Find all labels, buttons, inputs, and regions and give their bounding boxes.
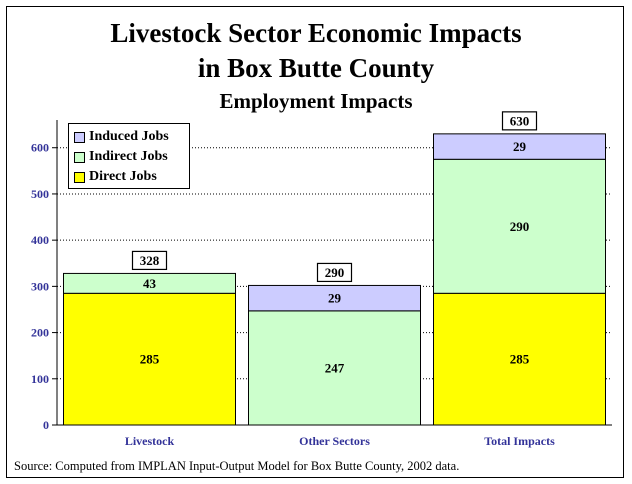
segment-label-2-0: 285 bbox=[510, 352, 530, 367]
legend-swatch-direct bbox=[74, 172, 85, 183]
legend-item-indirect: Indirect Jobs bbox=[74, 147, 189, 167]
legend-swatch-indirect bbox=[74, 152, 85, 163]
x-tick-label-0: Livestock bbox=[125, 434, 175, 448]
legend-label-indirect: Indirect Jobs bbox=[89, 149, 168, 165]
legend-label-induced: Induced Jobs bbox=[89, 129, 169, 145]
source-note: Source: Computed from IMPLAN Input-Outpu… bbox=[14, 459, 459, 474]
total-label-1: 290 bbox=[325, 265, 345, 280]
segment-label-1-2: 29 bbox=[328, 291, 342, 306]
y-tick-label-0: 0 bbox=[43, 418, 49, 432]
legend-item-direct: Direct Jobs bbox=[74, 167, 189, 187]
legend-item-induced: Induced Jobs bbox=[74, 127, 189, 147]
segment-label-0-0: 285 bbox=[140, 352, 160, 367]
y-tick-label-500: 500 bbox=[31, 187, 49, 201]
legend-swatch-induced bbox=[74, 132, 85, 143]
segment-label-2-1: 290 bbox=[510, 219, 530, 234]
legend: Induced Jobs Indirect Jobs Direct Jobs bbox=[68, 123, 190, 189]
y-tick-label-100: 100 bbox=[31, 372, 49, 386]
legend-label-direct: Direct Jobs bbox=[89, 169, 157, 185]
segment-label-1-1: 247 bbox=[325, 360, 345, 375]
y-tick-label-400: 400 bbox=[31, 233, 49, 247]
total-label-0: 328 bbox=[140, 253, 160, 268]
segment-label-2-2: 29 bbox=[513, 139, 527, 154]
y-tick-label-600: 600 bbox=[31, 141, 49, 155]
segment-label-0-1: 43 bbox=[143, 276, 157, 291]
total-label-2: 630 bbox=[510, 113, 530, 128]
x-tick-label-1: Other Sectors bbox=[299, 434, 370, 448]
y-tick-label-300: 300 bbox=[31, 279, 49, 293]
x-tick-label-2: Total Impacts bbox=[484, 434, 555, 448]
y-tick-label-200: 200 bbox=[31, 326, 49, 340]
